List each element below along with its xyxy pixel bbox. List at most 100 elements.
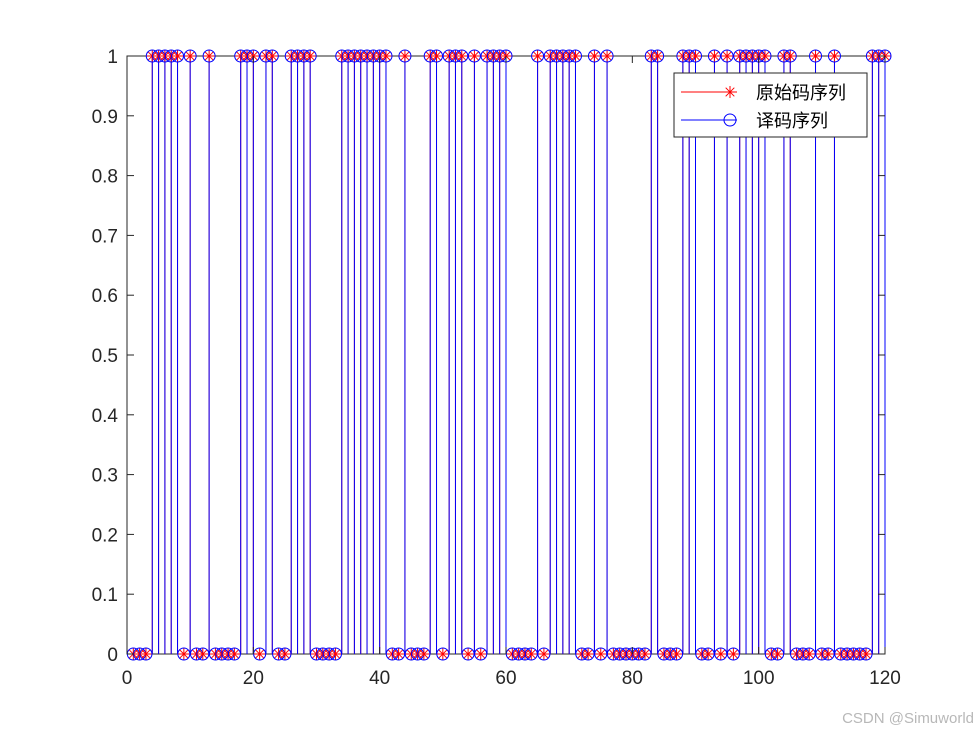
marker-asterisk-original xyxy=(436,648,449,660)
x-tick-label: 60 xyxy=(495,668,516,689)
marker-asterisk-original xyxy=(278,648,291,660)
marker-asterisk-original xyxy=(392,648,405,660)
marker-asterisk-original xyxy=(266,50,279,62)
y-tick-label: 0.8 xyxy=(92,167,118,188)
marker-asterisk-original xyxy=(184,50,197,62)
x-tick-label: 20 xyxy=(243,668,264,689)
marker-asterisk-original xyxy=(714,648,727,660)
marker-asterisk-original xyxy=(203,50,216,62)
marker-circle-decoded xyxy=(809,49,823,63)
marker-circle-decoded xyxy=(531,49,545,63)
legend-label: 译码序列 xyxy=(756,111,828,132)
legend-entry: 译码序列 xyxy=(681,111,828,132)
marker-circle-decoded xyxy=(638,647,652,661)
axis-ticks: 0 20 40 60 80 100 120 0 0.1 0.2 0.3 0.4 0.5 0.6 0.7 0.8… xyxy=(92,47,901,689)
marker-circle-decoded xyxy=(392,647,406,661)
marker-circle-decoded xyxy=(461,647,475,661)
marker-circle-decoded xyxy=(821,647,835,661)
marker-asterisk-original xyxy=(430,50,443,62)
legend-circle-marker xyxy=(723,113,737,127)
x-tick-label: 100 xyxy=(743,668,775,689)
y-tick-label: 0.2 xyxy=(92,525,118,546)
marker-asterisk-original xyxy=(329,648,342,660)
stem-lines xyxy=(151,56,886,654)
y-tick-label: 0.6 xyxy=(92,286,118,307)
marker-asterisk-original xyxy=(474,648,487,660)
marker-circle-decoded xyxy=(651,49,665,63)
marker-asterisk-original xyxy=(809,50,822,62)
marker-circle-decoded xyxy=(398,49,412,63)
marker-asterisk-original xyxy=(601,50,614,62)
marker-circle-decoded xyxy=(771,647,785,661)
marker-circle-decoded xyxy=(196,647,210,661)
x-tick-label: 80 xyxy=(622,668,643,689)
legend-label: 原始码序列 xyxy=(756,83,846,104)
marker-asterisk-original xyxy=(525,648,538,660)
marker-asterisk-original xyxy=(455,50,468,62)
marker-circle-decoded xyxy=(802,647,816,661)
marker-asterisk-original xyxy=(196,648,209,660)
marker-circle-decoded xyxy=(467,49,481,63)
marker-circle-decoded xyxy=(587,49,601,63)
marker-asterisk-original xyxy=(417,648,430,660)
marker-circle-decoded xyxy=(783,49,797,63)
marker-circle-decoded xyxy=(537,647,551,661)
marker-circle-decoded xyxy=(303,49,317,63)
marker-asterisk-original xyxy=(139,648,152,660)
marker-circle-decoded xyxy=(524,647,538,661)
marker-asterisk-original xyxy=(689,50,702,62)
x-tick-label: 0 xyxy=(122,668,133,689)
marker-asterisk-original xyxy=(758,50,771,62)
stem-markers xyxy=(126,49,892,661)
marker-asterisk-original xyxy=(828,50,841,62)
marker-asterisk-original xyxy=(588,50,601,62)
marker-circle-decoded xyxy=(171,49,185,63)
y-tick-label: 1 xyxy=(107,47,118,68)
marker-circle-decoded xyxy=(568,49,582,63)
marker-circle-decoded xyxy=(594,647,608,661)
marker-circle-decoded xyxy=(227,647,241,661)
marker-asterisk-original xyxy=(582,648,595,660)
x-tick-label: 40 xyxy=(369,668,390,689)
marker-circle-decoded xyxy=(581,647,595,661)
marker-asterisk-original xyxy=(702,648,715,660)
y-tick-label: 0.4 xyxy=(92,406,119,427)
legend-entry: 原始码序列 xyxy=(681,83,846,104)
marker-asterisk-original xyxy=(398,50,411,62)
marker-asterisk-original xyxy=(228,648,241,660)
marker-asterisk-original xyxy=(379,50,392,62)
x-tick-label: 120 xyxy=(869,668,901,689)
marker-asterisk-original xyxy=(708,50,721,62)
marker-circle-decoded xyxy=(202,49,216,63)
marker-asterisk-original xyxy=(651,50,664,62)
y-tick-label: 0.1 xyxy=(92,585,118,606)
marker-circle-decoded xyxy=(328,647,342,661)
marker-asterisk-original xyxy=(860,648,873,660)
marker-asterisk-original xyxy=(569,50,582,62)
marker-circle-decoded xyxy=(436,647,450,661)
marker-asterisk-original xyxy=(803,648,816,660)
marker-circle-decoded xyxy=(177,647,191,661)
marker-asterisk-original xyxy=(304,50,317,62)
marker-asterisk-original xyxy=(727,648,740,660)
marker-circle-decoded xyxy=(670,647,684,661)
marker-circle-decoded xyxy=(701,647,715,661)
marker-circle-decoded xyxy=(455,49,469,63)
marker-circle-decoded xyxy=(430,49,444,63)
marker-asterisk-original xyxy=(670,648,683,660)
marker-asterisk-original xyxy=(462,648,475,660)
marker-circle-decoded xyxy=(720,49,734,63)
y-tick-label: 0.5 xyxy=(92,346,118,367)
marker-circle-decoded xyxy=(183,49,197,63)
marker-asterisk-original xyxy=(594,648,607,660)
marker-asterisk-original xyxy=(177,648,190,660)
marker-circle-decoded xyxy=(265,49,279,63)
marker-circle-decoded xyxy=(714,647,728,661)
watermark-text: CSDN @Simuworld xyxy=(842,710,974,727)
marker-circle-decoded xyxy=(707,49,721,63)
marker-circle-decoded xyxy=(474,647,488,661)
marker-circle-decoded xyxy=(726,647,740,661)
